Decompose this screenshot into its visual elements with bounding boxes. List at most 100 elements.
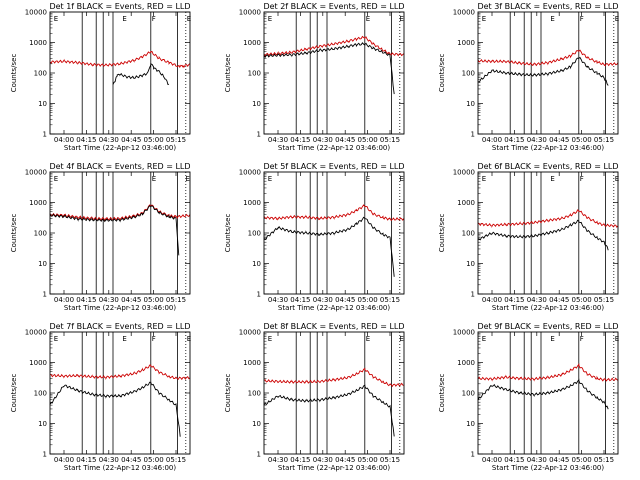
x-tick-label: 04:45 [121,136,141,144]
y-tick-label: 10000 [239,169,261,177]
x-tick-label: 05:15 [594,296,614,304]
x-tick-label: 04:15 [76,136,96,144]
x-axis-label: Start Time (22-Apr-12 03:46:00) [492,464,604,472]
y-tick-label: 1000 [243,199,261,207]
y-tick-label: 100 [462,230,475,238]
lld-series-line [477,363,619,382]
x-tick-label: 05:00 [358,456,378,464]
x-tick-label: 04:00 [482,296,502,304]
interval-marker: E [268,15,272,23]
events-series-line [263,216,395,277]
x-tick-label: 04:30 [268,136,288,144]
y-tick-label: 10 [252,260,261,268]
x-tick-label: 04:45 [549,456,569,464]
panel-9: Det 9f BLACK = Events, RED = LLD Counts/s… [438,322,619,472]
interval-marker: E [187,15,191,23]
lld-series-line [477,209,619,228]
x-tick-label: 04:30 [313,136,333,144]
interval-marker: F [580,335,584,343]
y-tick-label: 10000 [25,329,47,337]
x-axis-label: Start Time (22-Apr-12 03:46:00) [278,464,390,472]
panel-title: Det 7f BLACK = Events, RED = LLD [49,322,190,331]
y-tick-label: 1 [257,131,261,139]
y-tick-label: 1 [43,451,47,459]
x-tick-label: 04:45 [549,136,569,144]
y-tick-label: 10 [252,100,261,108]
x-tick-label: 04:45 [549,296,569,304]
interval-marker: E [366,335,370,343]
y-tick-label: 10000 [25,9,47,17]
interval-marker: E [366,175,370,183]
y-axis-label: Counts/sec [10,374,18,413]
y-tick-label: 10 [38,420,47,428]
y-tick-label: 1000 [29,359,47,367]
x-tick-label: 04:00 [482,136,502,144]
plot-frame [263,331,405,455]
x-tick-label: 05:15 [166,136,186,144]
y-axis-label: Counts/sec [10,214,18,253]
panel-title: Det 3f BLACK = Events, RED = LLD [477,2,618,11]
panels-group: Det 1f BLACK = Events, RED = LLD Counts/s… [10,2,619,472]
x-tick-label: 05:15 [594,456,614,464]
panel-3: Det 3f BLACK = Events, RED = LLD Counts/s… [438,2,619,152]
x-tick-label: 05:15 [166,456,186,464]
events-series-line [477,378,609,410]
y-tick-label: 10 [466,260,475,268]
interval-marker: E [399,15,403,23]
y-tick-label: 10000 [239,9,261,17]
y-tick-label: 1000 [457,39,475,47]
interval-marker: E [187,335,191,343]
x-axis-label: Start Time (22-Apr-12 03:46:00) [64,144,176,152]
y-tick-label: 1000 [29,39,47,47]
panel-7: Det 7f BLACK = Events, RED = LLD Counts/s… [10,322,191,472]
plot-frame [49,11,191,135]
y-tick-label: 10 [252,420,261,428]
panel-title: Det 8f BLACK = Events, RED = LLD [263,322,404,331]
x-tick-label: 04:45 [121,456,141,464]
panel-4: Det 4f BLACK = Events, RED = LLD Counts/s… [10,162,191,312]
x-tick-label: 05:15 [380,296,400,304]
x-tick-label: 04:00 [54,296,74,304]
interval-marker: E [615,175,619,183]
interval-marker: E [54,175,58,183]
x-tick-label: 05:00 [572,136,592,144]
x-tick-label: 04:45 [335,456,355,464]
x-tick-label: 04:15 [76,456,96,464]
x-tick-label: 04:30 [268,296,288,304]
interval-marker: E [268,175,272,183]
y-tick-label: 100 [248,390,261,398]
interval-marker: E [550,335,554,343]
x-tick-label: 04:30 [268,456,288,464]
x-tick-label: 04:15 [290,296,310,304]
y-axis-label: Counts/sec [438,54,446,93]
x-tick-label: 05:00 [358,136,378,144]
x-tick-label: 04:15 [290,456,310,464]
y-tick-label: 100 [34,70,47,78]
x-tick-label: 04:00 [482,456,502,464]
interval-marker: E [550,15,554,23]
events-series-line [477,56,609,86]
interval-marker: E [399,175,403,183]
y-tick-label: 1000 [243,359,261,367]
x-tick-label: 04:15 [504,456,524,464]
y-tick-label: 10 [38,100,47,108]
x-tick-label: 04:30 [99,136,119,144]
x-tick-label: 05:00 [358,296,378,304]
y-axis-label: Counts/sec [10,54,18,93]
y-axis-label: Counts/sec [224,374,232,413]
x-tick-label: 04:45 [121,296,141,304]
events-series-line [477,219,609,251]
interval-marker: E [54,15,58,23]
y-tick-label: 1 [471,451,475,459]
y-axis-label: Counts/sec [438,214,446,253]
y-tick-label: 100 [34,390,47,398]
lld-series-line [49,51,191,69]
x-tick-label: 04:15 [290,136,310,144]
y-tick-label: 1000 [243,39,261,47]
interval-marker: E [550,175,554,183]
panel-title: Det 1f BLACK = Events, RED = LLD [49,2,190,11]
y-tick-label: 1000 [457,359,475,367]
y-tick-label: 100 [34,230,47,238]
